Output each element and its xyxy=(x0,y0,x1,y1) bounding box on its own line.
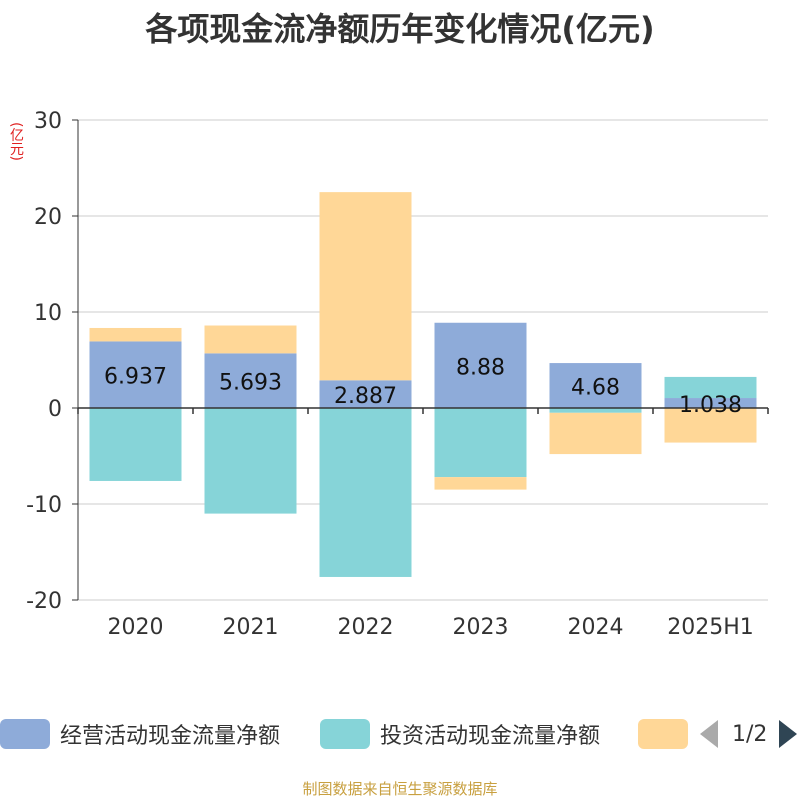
grid-lines xyxy=(78,119,768,601)
x-tick-label: 2023 xyxy=(453,615,509,640)
data-label: 8.88 xyxy=(456,355,505,380)
bar-series-2-2023[interactable] xyxy=(434,477,527,490)
bar-series-1-2020[interactable] xyxy=(89,408,182,481)
axes: -20 -10 0 10 20 30 2020 2021 2022 2023 2024 2025H1 xyxy=(26,109,769,640)
y-tick-label: 30 xyxy=(34,109,62,134)
data-labels: 6.937 5.693 2.887 8.88 4.68 1.038 xyxy=(104,355,742,418)
x-tick-label: 2024 xyxy=(568,615,624,640)
source-footer: 制图数据来自恒生聚源数据库 xyxy=(302,780,498,798)
bar-series-0-2022[interactable] xyxy=(319,380,412,408)
y-axis-unit-label: (亿元) xyxy=(8,122,24,161)
bar-series-2-2025H1[interactable] xyxy=(664,408,757,443)
bar-series-1-2023[interactable] xyxy=(434,408,527,478)
y-tick-label: 10 xyxy=(34,301,62,326)
data-label: 1.038 xyxy=(679,393,742,418)
legend-swatch-investing xyxy=(320,719,370,749)
bar-series-0-2020[interactable] xyxy=(89,341,182,408)
bar-series-2-2024[interactable] xyxy=(549,412,642,455)
data-label: 2.887 xyxy=(334,384,397,409)
legend-pager: 1/2 xyxy=(700,716,798,752)
bar-series-0-2025H1[interactable] xyxy=(664,398,757,408)
pager-page-text: 1/2 xyxy=(732,721,768,747)
bar-series-2-2020[interactable] xyxy=(89,327,182,342)
y-tick-label: -20 xyxy=(26,589,62,614)
bar-series-0-2021[interactable] xyxy=(204,353,297,408)
chart-title: 各项现金流净额历年变化情况(亿元) xyxy=(145,10,655,48)
legend-label-investing: 投资活动现金流量净额 xyxy=(380,724,601,749)
x-tick-label: 2022 xyxy=(338,615,394,640)
y-tick-label: 20 xyxy=(34,205,62,230)
legend-item-operating[interactable]: 经营活动现金流量净额 xyxy=(0,716,280,752)
bar-series-2-2021[interactable] xyxy=(204,325,297,354)
bar-series-1-2025H1[interactable] xyxy=(664,376,757,399)
x-tick-label: 2020 xyxy=(108,615,164,640)
data-label: 5.693 xyxy=(219,371,282,396)
legend-swatch-operating xyxy=(0,719,50,749)
data-label: 4.68 xyxy=(571,376,620,401)
bar-series-2-2022[interactable] xyxy=(319,192,412,381)
bars xyxy=(89,192,757,577)
legend-swatch-financing xyxy=(638,719,688,749)
bar-series-0-2024[interactable] xyxy=(549,363,642,408)
y-tick-label: -10 xyxy=(26,493,62,518)
bar-series-1-2021[interactable] xyxy=(204,408,297,514)
bar-series-1-2022[interactable] xyxy=(319,408,412,577)
legend-item-financing[interactable] xyxy=(638,716,688,752)
bar-series-1-2024[interactable] xyxy=(549,408,642,413)
legend-label-operating: 经营活动现金流量净额 xyxy=(60,724,281,749)
pager-next-icon[interactable] xyxy=(779,720,798,748)
data-label: 6.937 xyxy=(104,365,167,390)
pager-prev-icon[interactable] xyxy=(700,720,718,748)
legend-item-investing[interactable]: 投资活动现金流量净额 xyxy=(320,716,600,752)
bar-series-0-2023[interactable] xyxy=(434,322,527,408)
y-tick-label: 0 xyxy=(48,397,62,422)
x-tick-label: 2021 xyxy=(223,615,279,640)
x-tick-label: 2025H1 xyxy=(667,615,754,640)
